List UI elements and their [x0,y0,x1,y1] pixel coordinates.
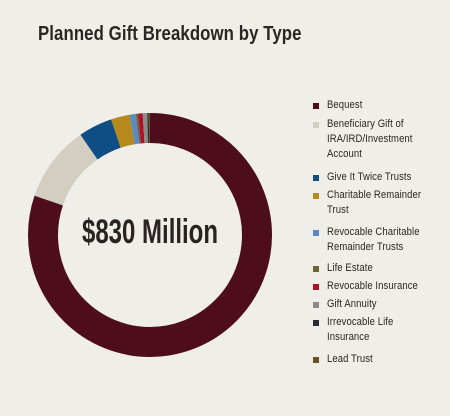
legend-label: Life Estate [327,262,373,274]
legend-item: Irrevocable Life Insurance [313,315,447,345]
legend-label: Bequest [327,99,363,111]
legend-item: Give It Twice Trusts [313,170,447,185]
legend-item: Lead Trust [313,352,447,367]
legend-label: Lead Trust [327,353,373,365]
legend-swatch [313,320,319,326]
legend-label: Revocable Insurance [327,280,418,292]
donut-slice [28,113,272,357]
legend-item: Life Estate [313,261,447,276]
legend-item: Beneficiary Gift of IRA/IRD/Investment A… [313,117,447,162]
legend-label: Irrevocable Life Insurance [327,316,394,343]
legend-item: Gift Annuity [313,297,447,312]
legend-swatch [313,266,319,272]
legend-swatch [313,284,319,290]
legend-label: Revocable Charitable Remainder Trusts [327,226,420,253]
center-label: $830 Million [82,213,218,251]
legend-swatch [313,193,319,199]
legend-item: Charitable Remainder Trust [313,188,447,218]
legend-swatch [313,122,319,128]
legend-label: Gift Annuity [327,298,377,310]
legend-label: Give It Twice Trusts [327,171,412,183]
legend-swatch [313,175,319,181]
legend-swatch [313,357,319,363]
legend-item: Bequest [313,98,447,113]
legend-item: Revocable Insurance [313,279,447,294]
donut-slices [28,113,272,357]
legend-swatch [313,230,319,236]
legend-label: Beneficiary Gift of IRA/IRD/Investment A… [327,118,413,160]
legend-swatch [313,302,319,308]
legend-label: Charitable Remainder Trust [327,189,422,216]
legend-swatch [313,103,319,109]
legend-item: Revocable Charitable Remainder Trusts [313,225,447,255]
chart-title: Planned Gift Breakdown by Type [38,23,302,45]
